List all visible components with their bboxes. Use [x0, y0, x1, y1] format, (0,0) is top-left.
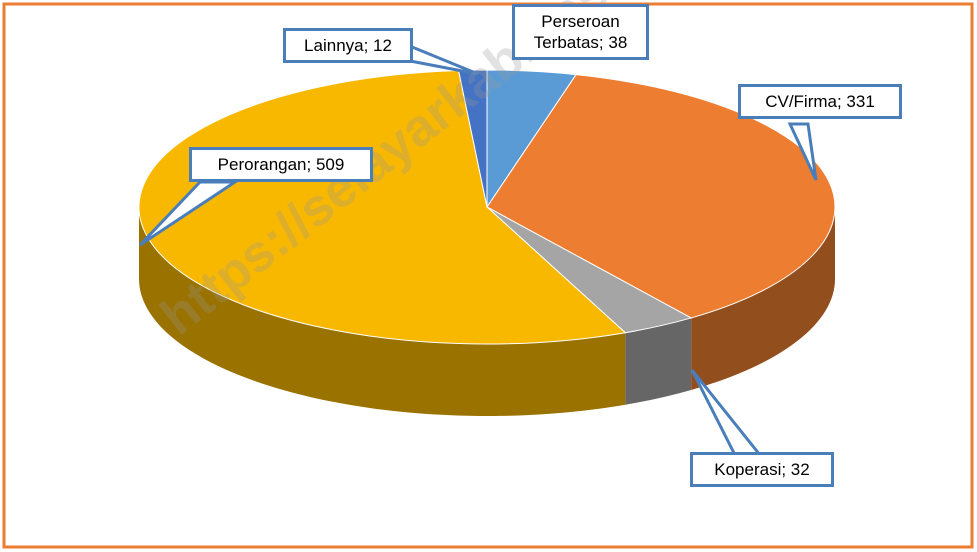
slice-side: [691, 207, 835, 390]
pie: [138, 69, 836, 416]
callout-pointer: [138, 180, 240, 247]
callout-pointer: [787, 122, 818, 181]
slice-side: [625, 317, 692, 405]
data-label: CV/Firma; 331: [738, 84, 902, 119]
slice: [486, 74, 836, 319]
slice-side: [139, 207, 626, 416]
data-label: Koperasi; 32: [690, 452, 834, 487]
data-label: Perseroan Terbatas; 38: [512, 4, 649, 60]
callout-pointer: [690, 369, 764, 457]
data-label: Lainnya; 12: [283, 28, 413, 63]
data-label: Perorangan; 509: [189, 147, 373, 182]
